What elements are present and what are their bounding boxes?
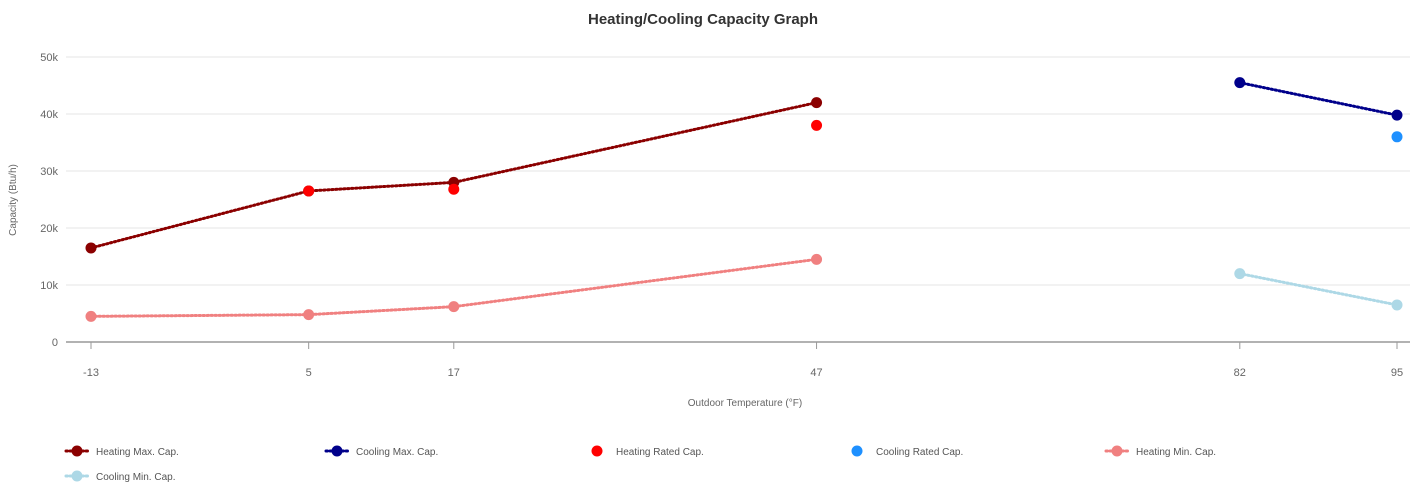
x-tick-label: -13	[83, 367, 99, 379]
series-line-cooling-max-cap	[1238, 81, 1399, 117]
legend-marker-symbol	[71, 445, 83, 457]
x-tick-label: 82	[1234, 367, 1246, 379]
legend-item-cooling-max-cap[interactable]: Cooling Max. Cap.	[324, 445, 438, 459]
data-point-heating-min-cap[interactable]	[448, 301, 460, 313]
legend-item-heating-max-cap[interactable]: Heating Max. Cap.	[64, 445, 179, 459]
legend-label: Heating Min. Cap.	[1136, 447, 1216, 458]
legend-marker-symbol	[851, 445, 863, 457]
series-line-heating-min-cap	[89, 257, 819, 318]
legend-marker-symbol	[71, 470, 83, 482]
y-tick-label: 10k	[40, 280, 58, 292]
x-tick-label: 47	[810, 367, 822, 379]
data-point-cooling-rated-cap[interactable]	[1391, 131, 1403, 143]
data-point-heating-min-cap[interactable]	[811, 253, 823, 265]
x-tick-label: 95	[1391, 367, 1403, 379]
legend-item-cooling-rated-cap[interactable]: Cooling Rated Cap.	[851, 445, 964, 459]
y-tick-label: 50k	[40, 52, 58, 64]
grid-lines	[66, 56, 1410, 286]
legend: Heating Max. Cap. Cooling Max. Cap. Heatin…	[64, 445, 1216, 484]
legend-item-heating-min-cap[interactable]: Heating Min. Cap.	[1104, 445, 1216, 459]
series-points	[85, 77, 1403, 322]
data-point-heating-rated-cap[interactable]	[448, 183, 460, 195]
x-axis-label: Outdoor Temperature (°F)	[688, 398, 802, 409]
data-point-heating-max-cap[interactable]	[85, 242, 97, 254]
x-tick-label: 17	[448, 367, 460, 379]
y-tick-label: 20k	[40, 223, 58, 235]
legend-label: Heating Rated Cap.	[616, 447, 704, 458]
x-tick-label: 5	[306, 367, 312, 379]
data-point-cooling-max-cap[interactable]	[1391, 109, 1403, 121]
legend-label: Cooling Max. Cap.	[356, 447, 438, 458]
data-point-heating-rated-cap[interactable]	[811, 119, 823, 131]
series-line-heating-max-cap	[89, 101, 819, 250]
legend-label: Cooling Rated Cap.	[876, 447, 963, 458]
data-point-heating-rated-cap[interactable]	[303, 185, 315, 197]
y-tick-label: 30k	[40, 166, 58, 178]
series-line-cooling-min-cap	[1238, 272, 1399, 307]
y-tick-labels: 0 10k 20k 30k 40k 50k	[40, 52, 58, 349]
data-point-heating-min-cap[interactable]	[303, 309, 315, 321]
data-point-heating-min-cap[interactable]	[85, 310, 97, 322]
y-axis-label: Capacity (Btu/h)	[8, 164, 19, 236]
x-tick-labels: -13 5 17 47 82 95	[83, 342, 1403, 379]
legend-marker-symbol	[331, 445, 343, 457]
legend-label: Heating Max. Cap.	[96, 447, 179, 458]
legend-item-heating-rated-cap[interactable]: Heating Rated Cap.	[591, 445, 704, 459]
legend-marker-symbol	[591, 445, 603, 457]
data-point-cooling-max-cap[interactable]	[1234, 77, 1246, 89]
legend-label: Cooling Min. Cap.	[96, 472, 175, 483]
y-tick-label: 40k	[40, 109, 58, 121]
chart-title: Heating/Cooling Capacity Graph	[588, 11, 818, 28]
series-lines	[89, 81, 1399, 318]
data-point-cooling-min-cap[interactable]	[1234, 268, 1246, 280]
data-point-cooling-min-cap[interactable]	[1391, 299, 1403, 311]
data-point-heating-max-cap[interactable]	[811, 97, 823, 109]
legend-item-cooling-min-cap[interactable]: Cooling Min. Cap.	[64, 470, 175, 484]
y-tick-label: 0	[52, 337, 58, 349]
legend-marker-symbol	[1111, 445, 1123, 457]
